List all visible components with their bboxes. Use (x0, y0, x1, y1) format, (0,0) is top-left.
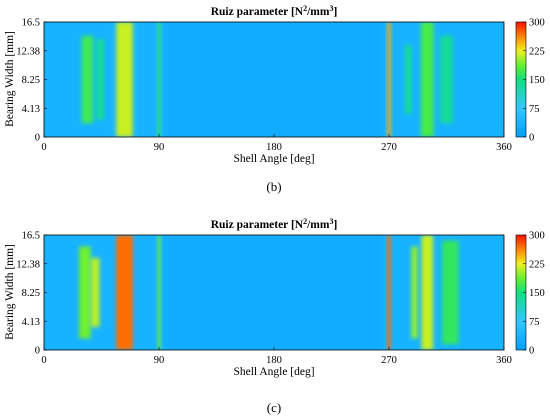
heatmap-band (387, 235, 391, 350)
heatmap-band (411, 246, 418, 339)
heatmap-band (387, 22, 391, 137)
x-tick-label: 0 (41, 355, 46, 366)
colorbar-tick-label: 0 (529, 133, 534, 144)
panel-caption: (c) (267, 400, 281, 415)
y-tick-label: 16.5 (22, 18, 40, 29)
panel-c: Ruiz parameter [N2/mm3] 0 90 180 270 360 0 4.… (4, 217, 545, 415)
colorbar-tick-label: 0 (529, 346, 534, 357)
x-tick-label: 0 (41, 142, 46, 153)
y-axis-label: Bearing Width [mm] (4, 31, 16, 127)
panel-caption: (b) (266, 179, 281, 194)
heatmap-band (421, 235, 434, 350)
x-ticks: 0 90 180 270 360 (41, 347, 512, 366)
heatmap-band (90, 258, 100, 327)
x-tick-label: 270 (381, 355, 397, 366)
y-tick-label: 8.25 (22, 288, 40, 299)
x-tick-label: 360 (496, 355, 512, 366)
heatmap-low-region (165, 235, 383, 350)
x-tick-label: 180 (266, 355, 282, 366)
x-tick-label: 270 (381, 142, 397, 153)
colorbar-tick-label: 75 (529, 317, 540, 328)
y-tick-label: 8.25 (22, 75, 40, 86)
heatmap-band (96, 39, 105, 120)
y-tick-label: 4.13 (22, 317, 40, 328)
heatmap-band (157, 235, 161, 350)
heatmap-band (116, 235, 133, 350)
y-axis-label: Bearing Width [mm] (4, 244, 16, 340)
x-axis-label: Shell Angle [deg] (233, 153, 314, 165)
heatmap-band (404, 45, 412, 114)
heatmap-plot-area (44, 22, 504, 137)
heatmap-plot-area (44, 235, 504, 350)
colorbar-tick-label: 300 (529, 18, 545, 29)
x-tick-label: 180 (266, 142, 282, 153)
y-tick-label: 12.38 (16, 259, 40, 270)
colorbar-tick-label: 150 (529, 75, 545, 86)
colorbar-tick-label: 150 (529, 288, 545, 299)
heatmap-band (442, 240, 459, 345)
y-tick-label: 0 (35, 133, 40, 144)
x-tick-label: 360 (496, 142, 512, 153)
colorbar-tick-label: 225 (529, 46, 545, 57)
y-tick-label: 0 (35, 346, 40, 357)
chart-title: Ruiz parameter [N2/mm3] (211, 4, 338, 18)
colorbar-tick-label: 75 (529, 104, 540, 115)
heatmap-band (440, 35, 453, 124)
y-ticks: 0 4.13 8.25 12.38 16.5 (16, 231, 47, 357)
colorbar-tick-label: 300 (529, 231, 545, 242)
x-tick-label: 90 (154, 142, 165, 153)
chart-title: Ruiz parameter [N2/mm3] (211, 217, 338, 231)
y-tick-label: 4.13 (22, 104, 40, 115)
colorbar-ticks: 0 75 150 225 300 (523, 18, 545, 144)
colorbar-ticks: 0 75 150 225 300 (523, 231, 545, 357)
y-tick-label: 16.5 (22, 231, 40, 242)
colorbar-tick-label: 225 (529, 259, 545, 270)
y-ticks: 0 4.13 8.25 12.38 16.5 (16, 18, 47, 144)
heatmap-band (157, 22, 161, 137)
x-tick-label: 90 (154, 355, 165, 366)
heatmap-band (79, 246, 91, 339)
x-ticks: 0 90 180 270 360 (41, 134, 512, 153)
heatmap-low-region (165, 22, 383, 137)
heatmap-band (420, 22, 434, 137)
heatmap-band (81, 35, 94, 124)
heatmap-band (116, 22, 133, 137)
y-tick-label: 12.38 (16, 46, 40, 57)
panel-b: Ruiz parameter [N2/mm3] 0 90 180 270 360 0 4.… (4, 4, 545, 194)
x-axis-label: Shell Angle [deg] (233, 366, 314, 378)
